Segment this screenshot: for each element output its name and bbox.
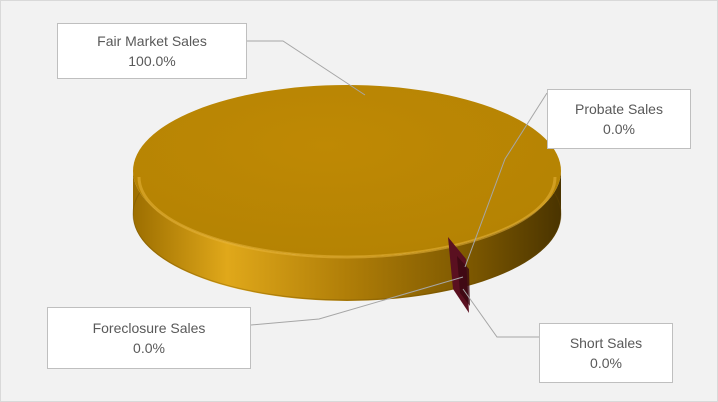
data-label-foreclosure-sales-name: Foreclosure Sales xyxy=(92,320,206,336)
data-label-short-sales-value: 0.0% xyxy=(590,355,622,371)
data-label-probate-sales-value: 0.0% xyxy=(603,121,635,137)
data-label-fair-market-sales-value: 100.0% xyxy=(128,53,176,69)
data-label-foreclosure-sales: Foreclosure Sales 0.0% xyxy=(47,307,251,369)
data-label-probate-sales-name: Probate Sales xyxy=(575,101,663,117)
pie-bevel-highlight xyxy=(137,176,557,259)
leader-line-fair-market-sales xyxy=(247,40,366,96)
data-label-foreclosure-sales-value: 0.0% xyxy=(133,340,165,356)
data-label-fair-market-sales-name: Fair Market Sales xyxy=(97,33,207,49)
data-label-probate-sales: Probate Sales 0.0% xyxy=(547,89,691,149)
leader-line-foreclosure-sales xyxy=(250,276,464,326)
leader-line-probate-sales xyxy=(464,92,548,268)
pie-slice-fair-market-sales xyxy=(133,85,561,257)
data-label-short-sales-name: Short Sales xyxy=(569,335,643,351)
data-label-fair-market-sales: Fair Market Sales 100.0% xyxy=(57,23,247,79)
data-label-short-sales: Short Sales 0.0% xyxy=(539,323,673,383)
leader-line-short-sales xyxy=(462,288,539,338)
